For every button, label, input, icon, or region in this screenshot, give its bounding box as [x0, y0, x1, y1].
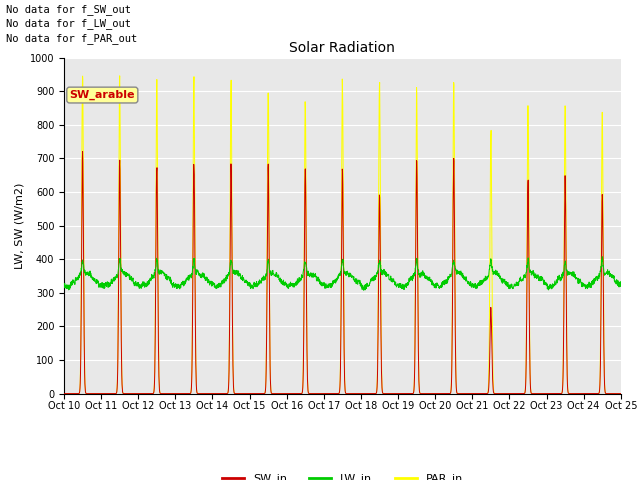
Legend: SW_in, LW_in, PAR_in: SW_in, LW_in, PAR_in [218, 469, 467, 480]
Text: No data for f_LW_out: No data for f_LW_out [6, 18, 131, 29]
Text: SW_arable: SW_arable [70, 90, 135, 100]
Text: No data for f_SW_out: No data for f_SW_out [6, 4, 131, 15]
Text: No data for f_PAR_out: No data for f_PAR_out [6, 33, 138, 44]
Title: Solar Radiation: Solar Radiation [289, 41, 396, 55]
Y-axis label: LW, SW (W/m2): LW, SW (W/m2) [14, 182, 24, 269]
